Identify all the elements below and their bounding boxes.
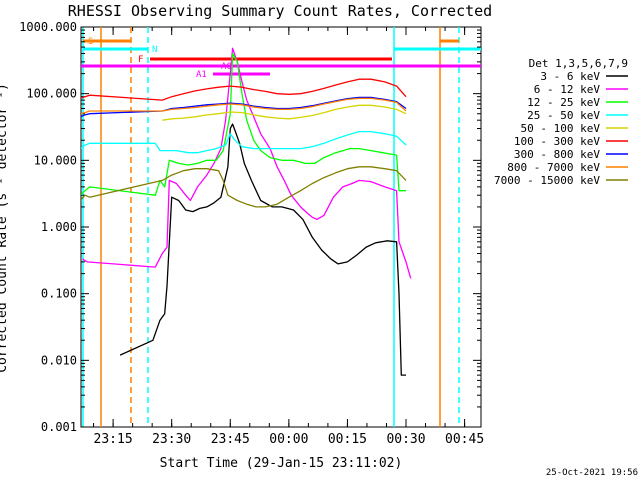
- y-tick-label: 10.000: [34, 153, 77, 167]
- x-axis-label: Start Time (29-Jan-15 23:11:02): [160, 456, 403, 471]
- y-tick-label: 0.100: [41, 287, 77, 301]
- series-line-1: [82, 47, 412, 279]
- timestamp: 25-Oct-2021 19:56: [546, 468, 638, 478]
- x-tick-label: 23:15: [94, 432, 133, 447]
- legend-label: 6 - 12 keV: [534, 83, 601, 96]
- y-axis: 1000.000 100.000 10.000 1.000 0.100 0.010 0.00…: [19, 20, 481, 434]
- y-tick-label: 0.010: [41, 353, 77, 367]
- series-line-5: [81, 78, 407, 101]
- x-tick-label: 00:30: [386, 432, 425, 447]
- series-line-6: [81, 96, 407, 118]
- x-tick-label: 00:15: [328, 432, 367, 447]
- flag-bars: S N F A0 A1: [81, 37, 481, 80]
- x-tick-label: 23:45: [211, 432, 250, 447]
- series-line-2: [81, 52, 406, 196]
- legend-label: 3 - 6 keV: [540, 70, 600, 83]
- legend-label: 50 - 100 keV: [521, 122, 601, 135]
- series-layer: [81, 47, 412, 376]
- flag-label-f: F: [138, 55, 143, 65]
- legend-label: 300 - 800 keV: [514, 148, 600, 161]
- series-line-3: [81, 130, 407, 154]
- y-tick-label: 0.001: [41, 420, 77, 434]
- boundary-markers: [82, 27, 460, 427]
- flag-label-a1: A1: [196, 70, 207, 80]
- plot-frame: [80, 26, 482, 428]
- flag-label-a0: A0: [221, 62, 232, 72]
- legend-label: 800 - 7000 keV: [507, 161, 600, 174]
- flag-label-n: N: [152, 45, 157, 55]
- flag-label-s: S: [88, 37, 93, 47]
- legend-label: 25 - 50 keV: [527, 109, 600, 122]
- y-axis-label: Corrected Count Rate (s⁻¹ detector⁻¹): [0, 83, 10, 373]
- y-tick-label: 100.000: [26, 87, 77, 101]
- series-line-0: [119, 123, 406, 376]
- series-line-4: [162, 104, 407, 121]
- legend-label: 12 - 25 keV: [527, 96, 600, 109]
- x-tick-label: 23:30: [152, 432, 191, 447]
- chart-title: RHESSI Observing Summary Count Rates, Co…: [68, 2, 492, 20]
- y-tick-label: 1000.000: [19, 20, 77, 34]
- legend-label: 7000 - 15000 keV: [494, 174, 600, 187]
- x-axis: 23:15 23:30 23:45 00:00 00:15 00:30 00:45: [93, 27, 484, 447]
- x-tick-label: 00:45: [445, 432, 484, 447]
- series-line-8: [81, 166, 407, 208]
- series-line-7: [81, 97, 407, 115]
- legend-label: 100 - 300 keV: [514, 135, 600, 148]
- legend-title: Det 1,3,5,6,7,9: [529, 57, 628, 70]
- x-tick-label: 00:00: [269, 432, 308, 447]
- y-tick-label: 1.000: [41, 220, 77, 234]
